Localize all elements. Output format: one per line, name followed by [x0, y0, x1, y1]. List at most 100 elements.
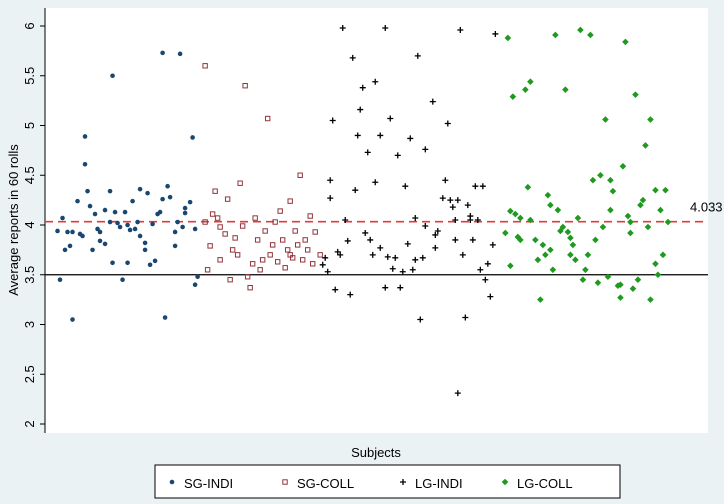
point: [599, 223, 607, 231]
point: [254, 237, 261, 243]
point: [252, 215, 258, 221]
point: [192, 226, 198, 232]
point: [97, 229, 103, 235]
point: [544, 191, 552, 199]
point: [249, 261, 256, 267]
point: [310, 261, 316, 267]
point: [647, 116, 654, 123]
point: [172, 243, 178, 249]
point: [402, 183, 409, 190]
point: [237, 180, 243, 186]
point: [602, 116, 609, 123]
point: [632, 91, 639, 98]
point: [412, 215, 419, 222]
point: [97, 238, 103, 244]
point: [190, 135, 195, 140]
point: [195, 274, 200, 280]
point: [429, 98, 436, 105]
point: [115, 220, 120, 226]
y-tick-label: 4.5: [22, 166, 37, 184]
point: [472, 183, 479, 190]
point: [644, 223, 652, 231]
point: [562, 86, 569, 93]
point: [634, 276, 642, 284]
point: [162, 315, 168, 320]
point: [224, 196, 231, 202]
point: [160, 50, 165, 56]
point: [294, 242, 301, 248]
point: [329, 117, 336, 124]
point: [262, 228, 268, 234]
point: [222, 231, 228, 237]
point: [165, 183, 170, 189]
point: [442, 177, 449, 184]
point: [569, 241, 577, 249]
point: [607, 206, 614, 214]
point: [175, 219, 180, 225]
point: [592, 236, 599, 244]
point: [317, 252, 323, 258]
point: [267, 252, 273, 258]
point: [444, 120, 451, 127]
point: [319, 261, 326, 268]
point: [477, 266, 484, 273]
point: [107, 188, 113, 194]
point: [269, 242, 276, 248]
point: [389, 265, 396, 272]
point: [352, 187, 359, 194]
point: [567, 234, 574, 242]
point: [327, 195, 334, 202]
point: [399, 268, 406, 275]
point: [80, 233, 85, 239]
point: [532, 236, 539, 244]
point: [127, 227, 133, 233]
legend-label: SG-INDI: [184, 476, 233, 491]
point: [107, 219, 113, 225]
point: [142, 240, 148, 246]
point: [552, 31, 559, 39]
point: [324, 268, 331, 275]
point: [394, 152, 401, 159]
point: [652, 186, 659, 194]
point: [509, 93, 517, 100]
point: [577, 26, 584, 34]
y-tick-label: 3.5: [22, 266, 37, 284]
point: [547, 246, 554, 254]
point: [547, 201, 554, 209]
point: [125, 260, 130, 266]
point: [257, 267, 263, 273]
point: [279, 237, 286, 243]
point: [622, 38, 629, 46]
point: [122, 209, 128, 215]
point: [137, 186, 143, 192]
point: [414, 52, 421, 59]
point: [354, 132, 361, 139]
point: [624, 212, 632, 220]
point: [112, 209, 118, 215]
point: [102, 207, 108, 213]
point: [282, 265, 288, 271]
point: [70, 317, 75, 322]
point: [604, 273, 612, 281]
point: [217, 257, 223, 263]
point: [339, 24, 346, 31]
point: [187, 199, 193, 205]
point: [110, 73, 115, 79]
point: [412, 256, 419, 263]
point: [202, 63, 208, 69]
point: [207, 243, 213, 249]
point: [284, 247, 291, 253]
point: [522, 86, 529, 93]
point: [182, 210, 188, 216]
point: [369, 251, 376, 258]
point: [125, 222, 130, 228]
point: [90, 247, 95, 253]
point: [142, 247, 148, 253]
point: [372, 179, 379, 186]
point: [180, 224, 185, 230]
point: [282, 479, 288, 485]
point: [637, 201, 644, 209]
point: [387, 115, 394, 122]
point: [617, 281, 624, 288]
point: [400, 479, 406, 485]
